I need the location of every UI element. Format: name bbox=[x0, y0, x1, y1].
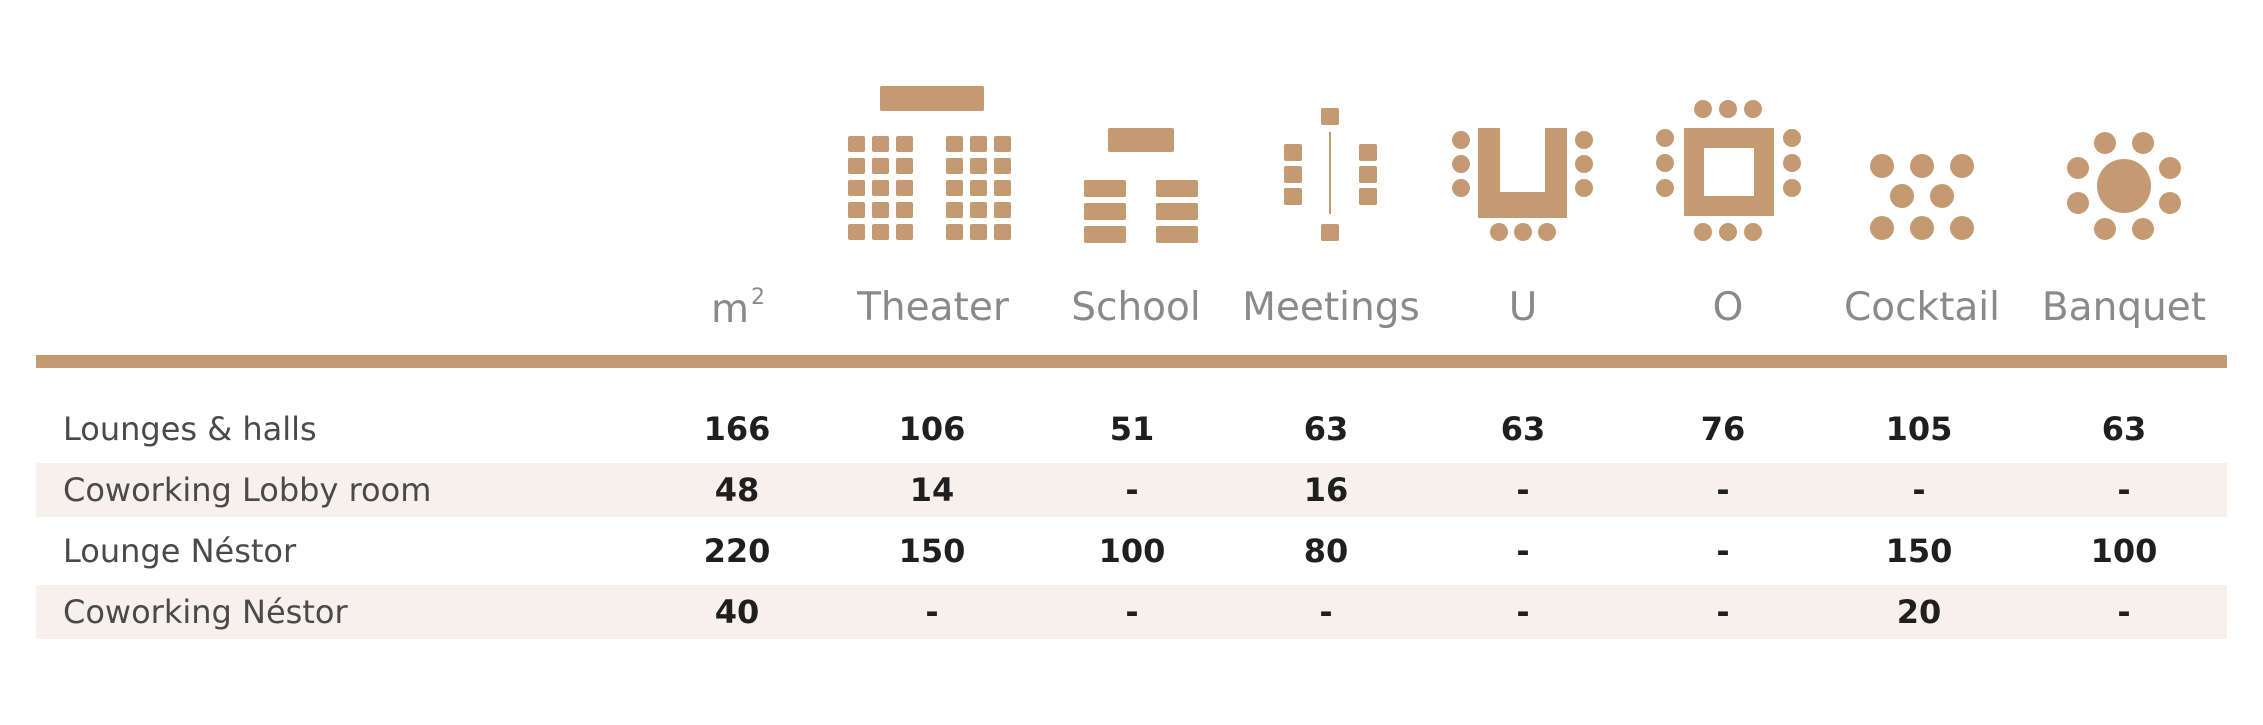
o-shape-layout-icon bbox=[1656, 100, 1801, 241]
cell-o: - bbox=[1716, 593, 1730, 631]
cell-school: - bbox=[1125, 471, 1139, 509]
cell-cocktail: 20 bbox=[1896, 593, 1942, 631]
cell-cocktail: 150 bbox=[1885, 532, 1953, 570]
col-header-meetings: Meetings bbox=[1242, 285, 1420, 330]
cell-u: - bbox=[1516, 532, 1530, 570]
school-layout-icon bbox=[1084, 128, 1198, 243]
table-row: Lounges & halls 166 106 51 63 63 76 105 … bbox=[36, 402, 2227, 456]
col-header-banquet: Banquet bbox=[2041, 285, 2207, 330]
cocktail-layout-icon bbox=[1870, 154, 1974, 240]
cell-m2: 166 bbox=[703, 410, 771, 448]
col-header-school: School bbox=[1071, 285, 1201, 330]
col-header-cocktail: Cocktail bbox=[1844, 285, 2000, 330]
meetings-layout-icon bbox=[1284, 108, 1377, 241]
col-header-u: U bbox=[1508, 285, 1538, 330]
cell-meetings: 63 bbox=[1303, 410, 1349, 448]
banquet-layout-icon bbox=[2067, 132, 2181, 240]
cell-meetings: - bbox=[1319, 593, 1333, 631]
room-name: Lounge Néstor bbox=[63, 532, 297, 570]
cell-u: 63 bbox=[1500, 410, 1546, 448]
cell-u: - bbox=[1516, 471, 1530, 509]
table-row: Coworking Néstor 40 - - - - - 20 - bbox=[36, 585, 2227, 639]
room-name: Lounges & halls bbox=[63, 410, 317, 448]
cell-theater: - bbox=[925, 593, 939, 631]
layout-icons-strip bbox=[848, 86, 2181, 243]
cell-theater: 150 bbox=[898, 532, 966, 570]
table-row: Coworking Lobby room 48 14 - 16 - - - - bbox=[36, 463, 2227, 517]
cell-school: - bbox=[1125, 593, 1139, 631]
cell-theater: 14 bbox=[909, 471, 955, 509]
u-shape-layout-icon bbox=[1452, 128, 1593, 241]
cell-o: 76 bbox=[1700, 410, 1746, 448]
cell-m2: 40 bbox=[714, 593, 760, 631]
col-header-o: O bbox=[1712, 285, 1744, 330]
cell-banquet: 100 bbox=[2090, 532, 2158, 570]
cell-theater: 106 bbox=[898, 410, 966, 448]
cell-banquet: 63 bbox=[2101, 410, 2147, 448]
room-name: Coworking Néstor bbox=[63, 593, 348, 631]
header-divider bbox=[36, 355, 2227, 368]
cell-school: 100 bbox=[1098, 532, 1166, 570]
table-row: Lounge Néstor 220 150 100 80 - - 150 100 bbox=[36, 524, 2227, 578]
cell-meetings: 80 bbox=[1303, 532, 1349, 570]
cell-o: - bbox=[1716, 471, 1730, 509]
col-header-m2: m2 bbox=[711, 285, 765, 332]
cell-u: - bbox=[1516, 593, 1530, 631]
cell-school: 51 bbox=[1109, 410, 1155, 448]
col-header-m2-superscript: 2 bbox=[751, 285, 765, 310]
room-name: Coworking Lobby room bbox=[63, 471, 432, 509]
col-header-theater: Theater bbox=[857, 285, 1009, 330]
cell-cocktail: 105 bbox=[1885, 410, 1953, 448]
cell-m2: 220 bbox=[703, 532, 771, 570]
cell-banquet: - bbox=[2117, 593, 2131, 631]
cell-o: - bbox=[1716, 532, 1730, 570]
cell-meetings: 16 bbox=[1303, 471, 1349, 509]
cell-banquet: - bbox=[2117, 471, 2131, 509]
cell-m2: 48 bbox=[714, 471, 760, 509]
theater-layout-icon bbox=[848, 86, 1011, 240]
cell-cocktail: - bbox=[1912, 471, 1926, 509]
